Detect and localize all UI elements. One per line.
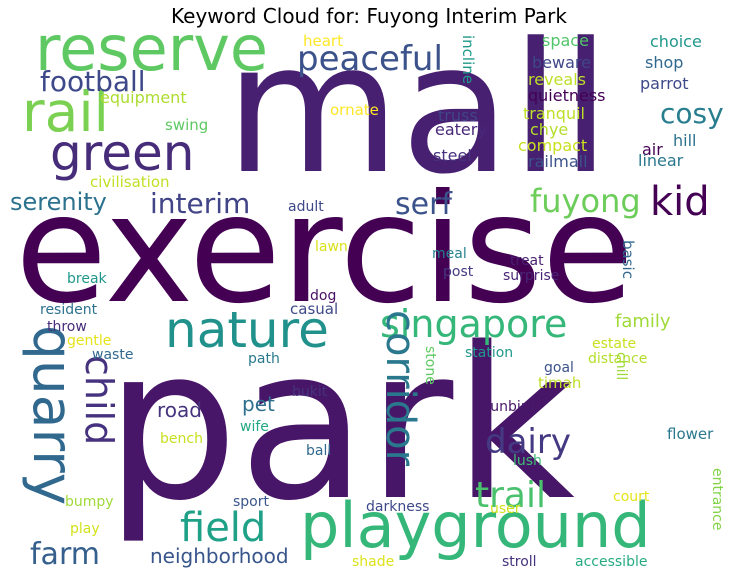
word-post: post — [443, 264, 474, 280]
word-dog: dog — [310, 288, 337, 304]
word-resident: resident — [40, 302, 98, 318]
word-quarry: quarry — [21, 325, 85, 506]
word-road: road — [157, 398, 202, 422]
word-play: play — [70, 521, 100, 537]
word-family: family — [615, 311, 671, 332]
word-eatery: eatery — [435, 120, 487, 139]
word-ball: ball — [306, 443, 332, 459]
word-sunbird: sunbird — [483, 399, 536, 415]
word-stone: stone — [422, 346, 438, 385]
word-reveals: reveals — [528, 70, 586, 89]
word-bench: bench — [160, 431, 203, 447]
word-parrot: parrot — [640, 74, 689, 93]
word-child: child — [77, 355, 121, 446]
word-fuyong: fuyong — [530, 182, 641, 220]
word-dairy: dairy — [485, 422, 571, 462]
word-tranquil: tranquil — [523, 104, 585, 123]
word-green: green — [50, 124, 195, 182]
word-rail: rail — [22, 80, 109, 144]
word-casual: casual — [290, 300, 339, 318]
word-field: field — [180, 505, 267, 551]
word-darkness: darkness — [366, 499, 430, 515]
word-meal: meal — [432, 246, 467, 262]
word-court: court — [613, 489, 650, 505]
word-equipment: equipment — [100, 88, 187, 107]
word-trail: trail — [475, 475, 546, 516]
word-entrance: entrance — [709, 468, 725, 531]
word-peaceful: peaceful — [297, 39, 443, 79]
word-kid: kid — [650, 179, 710, 225]
word-quietness: quietness — [528, 86, 606, 105]
word-cloud: exercise park mall playground reserve nature g… — [10, 30, 728, 578]
word-park: park — [105, 302, 575, 547]
chart-title: Keyword Cloud for: Fuyong Interim Park — [171, 4, 567, 28]
word-break: break — [67, 271, 107, 287]
word-corridor: corridor — [377, 310, 423, 467]
word-steel: steel — [433, 146, 472, 165]
word-nature: nature — [165, 301, 329, 359]
word-mall: mall — [225, 30, 611, 214]
word-reserve: reserve — [35, 30, 269, 85]
word-path: path — [248, 351, 280, 367]
word-ornate: ornate — [330, 101, 379, 119]
word-lawn: lawn — [315, 239, 348, 255]
word-interim: interim — [150, 187, 251, 220]
word-throw: throw — [47, 319, 87, 335]
word-linear: linear — [638, 151, 684, 170]
word-heart: heart — [303, 32, 343, 50]
word-beware: beware — [532, 53, 591, 72]
word-estate: estate — [592, 336, 637, 352]
word-singapore: singapore — [380, 302, 568, 346]
word-flower: flower — [667, 425, 714, 443]
word-lush: lush — [513, 453, 542, 469]
word-football: football — [40, 65, 146, 98]
word-distance: distance — [588, 351, 648, 367]
word-shade: shade — [352, 554, 395, 570]
word-neighborhood: neighborhood — [150, 544, 289, 568]
word-serf: serf — [395, 187, 452, 222]
word-station: station — [465, 345, 514, 361]
word-chill: chill — [613, 352, 629, 381]
word-exercise: exercise — [15, 163, 635, 337]
word-railmall: railmall — [528, 152, 588, 171]
word-goal: goal — [544, 360, 574, 376]
word-compact: compact — [518, 136, 588, 155]
word-incline: incline — [459, 35, 477, 84]
word-pet: pet — [242, 392, 275, 416]
word-air: air — [642, 140, 663, 159]
word-accessible: accessible — [575, 554, 648, 570]
word-cosy: cosy — [660, 97, 724, 130]
word-serenity: serenity — [10, 188, 107, 216]
word-bumpy: bumpy — [65, 494, 114, 510]
word-gentle: gentle — [67, 333, 112, 349]
word-civilisation: civilisation — [90, 173, 170, 191]
word-timah: timah — [538, 374, 582, 392]
word-swing: swing — [165, 116, 209, 134]
word-farm: farm — [30, 537, 100, 572]
word-treat: treat — [510, 253, 544, 269]
word-user: user — [490, 501, 521, 517]
word-waste: waste — [92, 347, 134, 363]
word-choice: choice — [650, 32, 702, 51]
word-stroll: stroll — [502, 554, 537, 570]
word-chye: chye — [530, 120, 569, 139]
word-space: space — [542, 31, 589, 50]
word-playground: playground — [300, 489, 651, 562]
word-shop: shop — [645, 53, 684, 72]
word-adult: adult — [288, 199, 324, 215]
word-wife: wife — [240, 419, 269, 435]
word-truss: truss — [438, 106, 478, 125]
word-sport: sport — [233, 494, 269, 510]
word-basic: basic — [619, 240, 637, 279]
word-surprise: surprise — [503, 268, 560, 284]
word-bukit: bukit — [292, 384, 328, 400]
word-hill: hill — [673, 131, 697, 150]
